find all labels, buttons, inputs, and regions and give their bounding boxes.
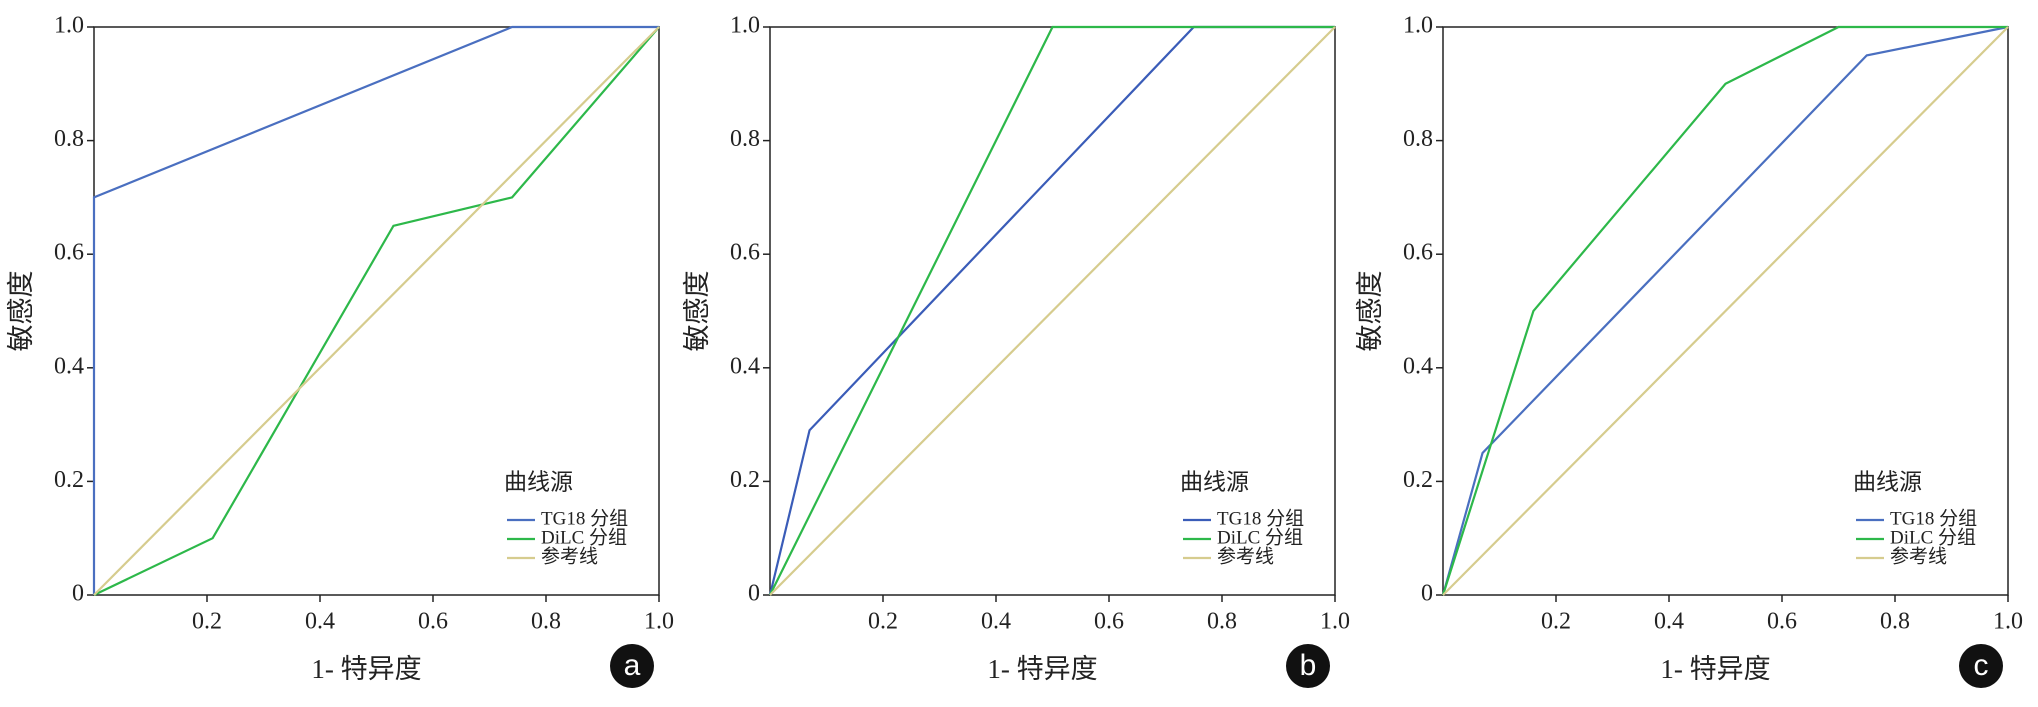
y-axis-label: 敏感度 [6,271,36,352]
x-tick-label: 0.2 [868,609,898,635]
y-tick-label: 0.2 [54,467,84,493]
y-axis-label: 敏感度 [682,271,712,352]
y-tick-label: 1.0 [730,13,760,39]
roc-line [769,26,1336,596]
x-tick-label: 0.6 [418,609,448,635]
y-tick-label: 0.8 [1403,126,1433,152]
legend-label: 参考线 [1890,545,1947,567]
y-tick-label: 0.6 [54,240,84,266]
x-axis-label: 1- 特异度 [311,654,421,684]
legend-title: 曲线源 [1853,469,1922,494]
y-tick-label: 1.0 [54,13,84,39]
panel-badge [610,644,654,688]
panel-label: b [1300,649,1317,682]
legend-label: TG18 分组 [1217,507,1304,529]
panel-badge [1959,644,2003,688]
x-axis-label: 1- 特异度 [1660,654,1770,684]
legend-label: DiLC 分组 [541,526,627,548]
legend-label: DiLC 分组 [1890,526,1976,548]
y-tick-label: 1.0 [1403,13,1433,39]
y-tick-label: 0 [748,581,760,607]
roc-line [93,26,660,596]
roc-line [93,26,660,596]
y-tick-label: 0.8 [54,126,84,152]
legend-label: 参考线 [1217,545,1274,567]
roc-line [1441,25,2009,596]
y-axis-label: 敏感度 [1355,271,1385,352]
y-tick-label: 0.2 [1403,467,1433,493]
legend-label: 参考线 [541,545,598,567]
x-tick-label: 0.6 [1767,609,1797,635]
y-tick-label: 0.4 [730,353,760,379]
y-tick-label: 0.6 [730,240,760,266]
legend-label: TG18 分组 [541,507,628,529]
panel-label: c [1974,649,1989,682]
roc-line [92,25,659,595]
roc-line [1441,25,2008,596]
y-tick-label: 0.8 [730,126,760,152]
x-tick-label: 0.4 [305,609,335,635]
y-tick-label: 0.4 [1403,353,1433,379]
y-tick-label: 0.2 [730,467,760,493]
x-tick-label: 0.4 [1654,609,1684,635]
plot-frame [1442,26,2009,596]
x-tick-label: 1.0 [1993,609,2023,635]
panel-label: a [624,649,641,682]
x-tick-label: 0.2 [1541,609,1571,635]
legend-label: TG18 分组 [1890,507,1977,529]
panel-badge [1286,644,1330,688]
legend-title: 曲线源 [1180,469,1249,494]
y-tick-label: 0 [72,581,84,607]
y-tick-label: 0.4 [54,353,84,379]
x-tick-label: 1.0 [644,609,674,635]
x-tick-label: 1.0 [1320,609,1350,635]
roc-line [1442,26,2009,596]
x-tick-label: 0.8 [1880,609,1910,635]
x-tick-label: 0.4 [981,609,1011,635]
y-tick-label: 0 [1421,581,1433,607]
x-axis-label: 1- 特异度 [987,654,1097,684]
x-tick-label: 0.6 [1094,609,1124,635]
y-tick-label: 0.6 [1403,240,1433,266]
x-tick-label: 0.8 [1207,609,1237,635]
roc-line [769,25,1335,596]
legend-title: 曲线源 [504,469,573,494]
x-tick-label: 0.8 [531,609,561,635]
legend-label: DiLC 分组 [1217,526,1303,548]
x-tick-label: 0.2 [192,609,222,635]
